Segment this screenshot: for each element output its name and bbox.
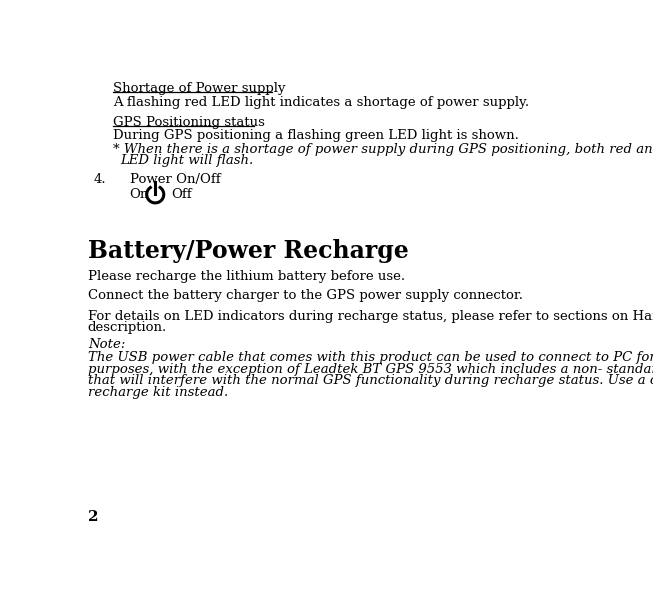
Text: Off: Off xyxy=(170,188,191,201)
Text: Power On/Off: Power On/Off xyxy=(130,173,220,186)
Text: During GPS positioning a flashing green LED light is shown.: During GPS positioning a flashing green … xyxy=(112,130,518,142)
Text: 2: 2 xyxy=(88,510,99,524)
Text: For details on LED indicators during recharge status, please refer to sections o: For details on LED indicators during rec… xyxy=(88,310,653,323)
Text: Connect the battery charger to the GPS power supply connector.: Connect the battery charger to the GPS p… xyxy=(88,289,523,302)
Text: The USB power cable that comes with this product can be used to connect to PC fo: The USB power cable that comes with this… xyxy=(88,351,653,364)
Text: Shortage of Power supply: Shortage of Power supply xyxy=(112,82,285,95)
Text: Note:: Note: xyxy=(88,338,125,351)
Text: purposes, with the exception of Leadtek BT GPS 9553 which includes a non- standa: purposes, with the exception of Leadtek … xyxy=(88,363,653,376)
Text: Please recharge the lithium battery before use.: Please recharge the lithium battery befo… xyxy=(88,269,405,283)
Text: * When there is a shortage of power supply during GPS positioning, both red and : * When there is a shortage of power supp… xyxy=(112,142,653,155)
Text: that will interfere with the normal GPS functionality during recharge status. Us: that will interfere with the normal GPS … xyxy=(88,374,653,387)
Text: Battery/Power Recharge: Battery/Power Recharge xyxy=(88,239,409,263)
Text: description.: description. xyxy=(88,321,167,334)
Text: 4.: 4. xyxy=(94,173,106,186)
Text: GPS Positioning status: GPS Positioning status xyxy=(112,116,264,130)
Text: recharge kit instead.: recharge kit instead. xyxy=(88,386,228,399)
Text: LED light will flash.: LED light will flash. xyxy=(120,154,253,167)
Text: A flashing red LED light indicates a shortage of power supply.: A flashing red LED light indicates a sho… xyxy=(112,95,529,109)
Text: On: On xyxy=(130,188,149,201)
